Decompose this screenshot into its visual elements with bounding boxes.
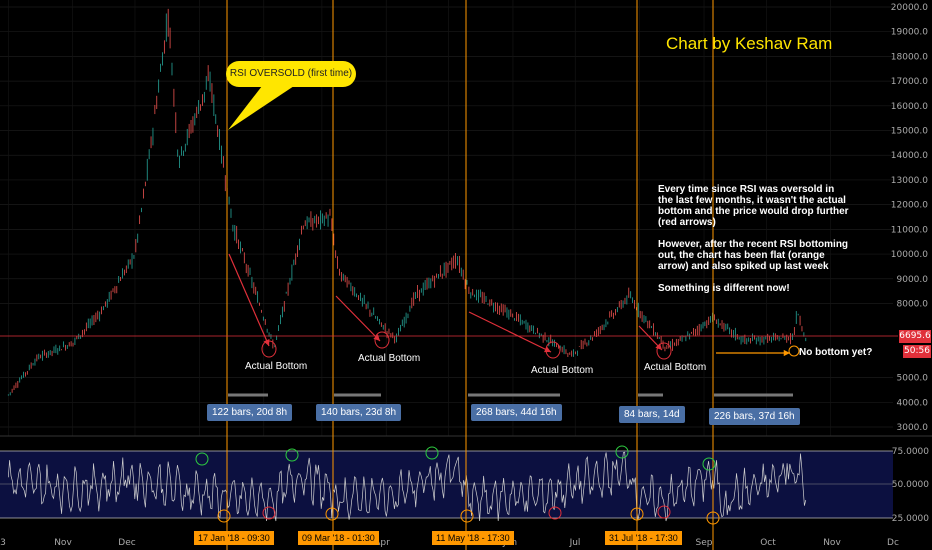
chart-credit: Chart by Keshav Ram (666, 34, 833, 53)
bottom-circle (545, 341, 561, 359)
actual-bottom-label: Actual Bottom (531, 365, 594, 376)
rsi-series-line (7, 451, 807, 522)
bar-count-box: 122 bars, 20d 8h (207, 404, 293, 421)
x-tick-label: Oct (760, 538, 776, 548)
bottom-circle (261, 340, 277, 358)
y-tick-label: 17000.0 (891, 77, 928, 87)
date-marker: 17 Jan '18 - 09:30 (194, 531, 274, 545)
rsi-band (0, 451, 893, 518)
countdown-tag: 50:56 (903, 345, 931, 358)
y-tick-label: 12000.0 (891, 201, 928, 211)
rsi-low-circle (217, 509, 231, 523)
x-tick-label: Dec (118, 538, 135, 548)
x-tick-label: Apr (374, 538, 390, 548)
bar-count-box: 268 bars, 44d 16h (471, 404, 562, 421)
y-tick-label: 20000.0 (891, 3, 928, 13)
no-bottom-label: No bottom yet? (799, 347, 873, 358)
date-marker: 11 May '18 - 17:30 (432, 531, 514, 545)
trend-arrow (468, 311, 552, 353)
x-tick-label: Dc (887, 538, 899, 548)
x-tick-label: 3 (0, 538, 6, 548)
rsi-low-circle (657, 505, 671, 519)
arrow-head (373, 334, 380, 341)
rsi-low-circle (706, 511, 720, 525)
y-axis: 3000.0 4000.0 5000.0 8000.0 9000.0 10000.0 110… (891, 3, 928, 433)
rsi-low-circle (630, 507, 644, 521)
price-candles (7, 8, 807, 396)
rsi-low-circle (548, 506, 562, 520)
bar-count-box: 84 bars, 14d (619, 406, 685, 423)
date-marker: 09 Mar '18 - 01:30 (298, 531, 379, 545)
y-tick-label: 18000.0 (891, 52, 928, 62)
bar-count-box: 140 bars, 23d 8h (316, 404, 402, 421)
rsi-line (7, 451, 807, 522)
rsi-oversold-callout: RSI OVERSOLD (first time) (226, 61, 356, 87)
bottom-circle (374, 331, 390, 349)
rsi-high-circle (615, 445, 629, 459)
x-tick-label: Sep (696, 538, 713, 548)
commentary-note: Every time since RSI was oversold in the… (658, 184, 849, 294)
actual-bottom-label: Actual Bottom (245, 361, 308, 372)
rsi-low-circle (325, 507, 339, 521)
y-tick-label: 16000.0 (891, 102, 928, 112)
y-tick-label: 9000.0 (897, 275, 929, 285)
last-price-tag: 6695.6 (899, 330, 931, 343)
x-tick-label: Jul (569, 538, 581, 548)
rsi-y-tick-label: 50.0000 (892, 480, 929, 490)
date-marker: 31 Jul '18 - 17:30 (605, 531, 682, 545)
x-tick-label: Nov (54, 538, 72, 548)
rsi-y-axis: 25.0000 50.0000 75.0000 (892, 447, 929, 524)
vertical-markers (226, 0, 714, 550)
rsi-y-tick-label: 25.0000 (892, 514, 929, 524)
actual-bottom-label: Actual Bottom (358, 353, 421, 364)
current-circle (788, 345, 800, 357)
y-tick-label: 8000.0 (897, 299, 929, 309)
rsi-y-tick-label: 75.0000 (892, 447, 929, 457)
price-grid (0, 0, 893, 436)
arrow-head (783, 349, 790, 357)
actual-bottom-label: Actual Bottom (644, 362, 707, 373)
rsi-high-circle (195, 452, 209, 466)
x-tick-label: Nov (823, 538, 841, 548)
rsi-low-circle (460, 509, 474, 523)
y-tick-label: 4000.0 (897, 398, 929, 408)
y-tick-label: 5000.0 (897, 374, 929, 384)
trend-arrow (228, 253, 270, 347)
y-tick-label: 14000.0 (891, 151, 928, 161)
y-tick-label: 15000.0 (891, 127, 928, 137)
y-tick-label: 10000.0 (891, 250, 928, 260)
trend-arrow (335, 295, 381, 342)
y-tick-label: 13000.0 (891, 176, 928, 186)
bottom-circle (656, 342, 672, 360)
y-tick-label: 19000.0 (891, 28, 928, 38)
rsi-high-circle (285, 448, 299, 462)
bar-count-box: 226 bars, 37d 16h (709, 408, 800, 425)
rsi-low-circle (262, 506, 276, 520)
rsi-high-circle (425, 446, 439, 460)
y-tick-label: 11000.0 (891, 225, 928, 235)
rsi-high-circle (702, 457, 716, 471)
annotations (195, 253, 800, 525)
y-tick-label: 3000.0 (897, 423, 929, 433)
